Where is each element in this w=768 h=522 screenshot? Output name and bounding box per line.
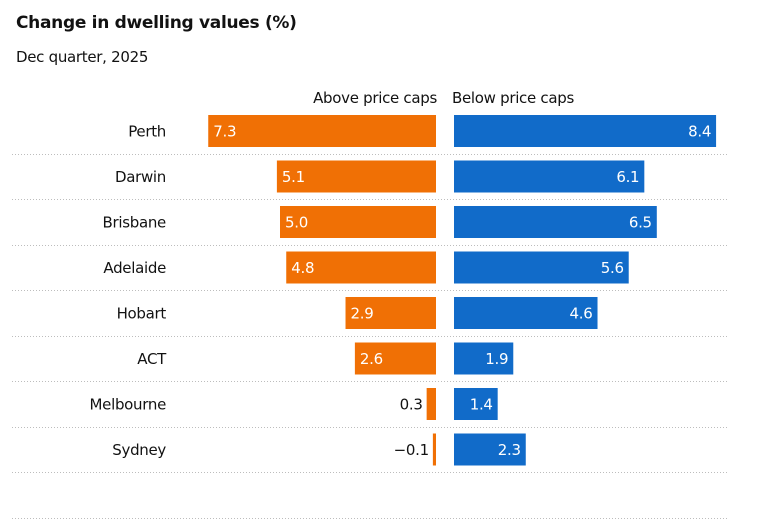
bar-above-price-caps xyxy=(354,342,436,375)
bar-below-price-caps xyxy=(454,342,514,375)
bar-above-price-caps xyxy=(208,115,436,147)
category-label: Melbourne xyxy=(90,396,167,414)
category-label: Brisbane xyxy=(103,214,167,232)
data-label-below-price-caps: 6.5 xyxy=(629,214,652,232)
category-label: Adelaide xyxy=(103,259,166,277)
bar-below-price-caps xyxy=(454,115,717,147)
bar-above-price-caps xyxy=(276,160,436,193)
bar-above-price-caps xyxy=(280,206,436,238)
category-label: Sydney xyxy=(112,441,166,459)
bar-above-price-caps xyxy=(432,433,436,466)
category-label: Perth xyxy=(128,123,166,141)
data-label-above-price-caps: 5.0 xyxy=(285,214,308,232)
bar-below-price-caps xyxy=(454,160,645,193)
data-label-above-price-caps: 4.8 xyxy=(291,259,314,277)
series-header-above-price-caps: Above price caps xyxy=(313,89,437,107)
bar-above-price-caps xyxy=(345,297,436,329)
bar-below-price-caps xyxy=(454,297,598,329)
bar-below-price-caps xyxy=(454,251,629,284)
category-label: Hobart xyxy=(117,305,167,323)
bar-below-price-caps xyxy=(454,388,498,420)
chart-subtitle: Dec quarter, 2025 xyxy=(16,48,149,66)
data-label-above-price-caps: 0.3 xyxy=(400,396,423,414)
series-header-below-price-caps: Below price caps xyxy=(452,89,574,107)
category-label: Darwin xyxy=(115,168,166,186)
data-label-below-price-caps: 5.6 xyxy=(601,259,624,277)
bar-above-price-caps xyxy=(286,251,436,284)
data-label-below-price-caps: 6.1 xyxy=(616,168,639,186)
chart-rows: Perth 7.3 8.4 Darwin 5.1 6.1 Brisbane 5.0 6.5 Ade… xyxy=(12,115,728,519)
data-label-below-price-caps: 4.6 xyxy=(570,305,593,323)
bar-above-price-caps xyxy=(426,388,436,420)
data-label-below-price-caps: 2.3 xyxy=(498,441,521,459)
data-label-above-price-caps: 2.6 xyxy=(360,350,383,368)
bar-below-price-caps xyxy=(454,206,657,238)
chart-title: Change in dwelling values (%) xyxy=(16,13,297,33)
data-label-below-price-caps: 1.9 xyxy=(485,350,508,368)
bar-below-price-caps xyxy=(454,433,526,466)
data-label-above-price-caps: 2.9 xyxy=(351,305,374,323)
data-label-above-price-caps: −0.1 xyxy=(394,441,429,459)
data-label-above-price-caps: 7.3 xyxy=(213,123,236,141)
category-label: ACT xyxy=(137,350,167,368)
data-label-above-price-caps: 5.1 xyxy=(282,168,305,186)
data-label-below-price-caps: 8.4 xyxy=(688,123,711,141)
data-label-below-price-caps: 1.4 xyxy=(470,396,493,414)
